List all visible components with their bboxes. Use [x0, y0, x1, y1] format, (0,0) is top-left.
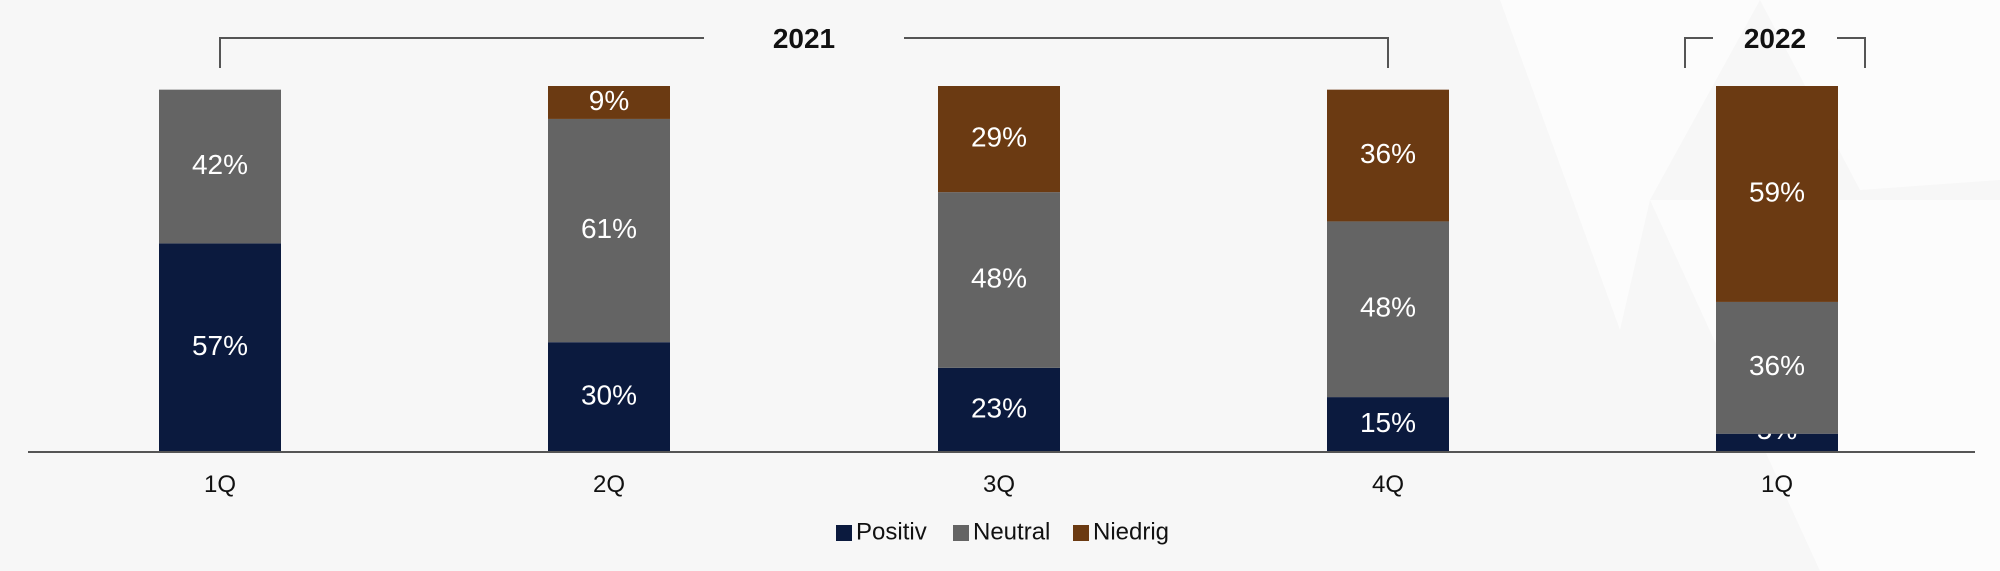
legend-label: Neutral [973, 518, 1050, 545]
data-label: 61% [581, 213, 637, 244]
data-label: 42% [192, 149, 248, 180]
legend-label: Positiv [856, 518, 927, 545]
data-label: 59% [1749, 176, 1805, 207]
legend-swatch-positiv [836, 525, 852, 541]
bar-segment-niedrig [548, 86, 670, 119]
bar-segment-positiv [938, 367, 1060, 452]
x-tick-label: 1Q [204, 471, 236, 498]
bar-segment-positiv [159, 243, 281, 452]
x-axis-ticks: 1Q 2Q 3Q 4Q 1Q [204, 471, 1793, 498]
group-label: 2022 [1744, 23, 1806, 54]
bar-segment-niedrig [938, 86, 1060, 193]
bar-segment-niedrig [1716, 86, 1838, 302]
data-label: 57% [192, 330, 248, 361]
data-label: 36% [1360, 138, 1416, 169]
data-label: 36% [1749, 350, 1805, 381]
data-label: 48% [1360, 292, 1416, 323]
bar-segment-neutral [1716, 301, 1838, 434]
data-label: 9% [589, 85, 629, 116]
bar-segment-neutral [938, 192, 1060, 368]
group-bracket-left [219, 37, 704, 68]
legend-label: Niedrig [1093, 518, 1169, 545]
x-tick-label: 2Q [593, 471, 625, 498]
data-label: 23% [971, 392, 1027, 423]
data-label: 29% [971, 121, 1027, 152]
bar-segment-positiv [1327, 397, 1449, 452]
bar-segment-niedrig [1327, 89, 1449, 222]
data-label: 15% [1360, 407, 1416, 438]
group-bracket-left [1684, 37, 1713, 68]
legend-swatch-neutral [953, 525, 969, 541]
bar-segment-neutral [159, 89, 281, 244]
bar-segment-positiv [548, 342, 670, 452]
data-label: 30% [581, 379, 637, 410]
x-tick-label: 1Q [1761, 471, 1793, 498]
group-bracket-right [904, 37, 1389, 68]
group-label: 2021 [773, 23, 835, 54]
legend-swatch-niedrig [1073, 525, 1089, 541]
x-tick-label: 4Q [1372, 471, 1404, 498]
data-label: 48% [971, 262, 1027, 293]
bars: 57%42%30%61%9%23%48%29%15%48%36%5%36%59% [159, 85, 1838, 452]
x-tick-label: 3Q [983, 471, 1015, 498]
legend: Positiv Neutral Niedrig [836, 518, 1169, 545]
group-bracket-right [1837, 37, 1866, 68]
period-brackets: 2021 2022 [219, 23, 1866, 68]
bar-segment-neutral [548, 118, 670, 343]
bar-segment-neutral [1327, 221, 1449, 398]
bar-segment-positiv [1716, 433, 1838, 452]
